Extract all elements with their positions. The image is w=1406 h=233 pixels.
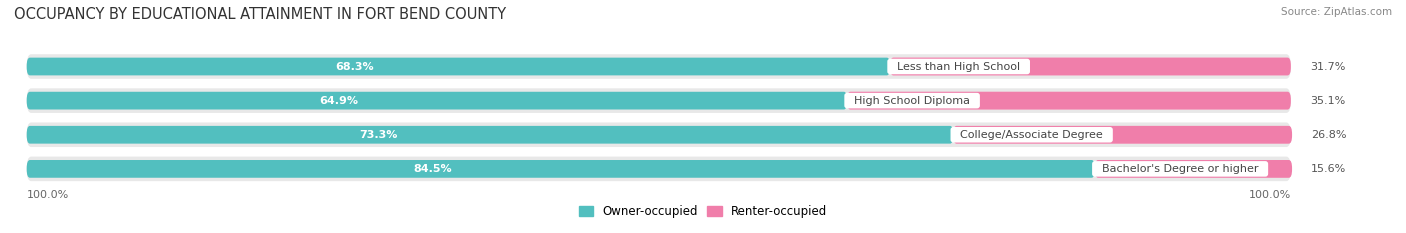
Text: High School Diploma: High School Diploma (846, 96, 977, 106)
Text: 100.0%: 100.0% (27, 190, 69, 200)
FancyBboxPatch shape (27, 123, 1291, 147)
FancyBboxPatch shape (27, 54, 1291, 79)
FancyBboxPatch shape (1095, 160, 1291, 178)
Text: 68.3%: 68.3% (336, 62, 374, 72)
Text: 26.8%: 26.8% (1310, 130, 1347, 140)
FancyBboxPatch shape (27, 126, 953, 144)
FancyBboxPatch shape (27, 92, 846, 110)
Text: OCCUPANCY BY EDUCATIONAL ATTAINMENT IN FORT BEND COUNTY: OCCUPANCY BY EDUCATIONAL ATTAINMENT IN F… (14, 7, 506, 22)
FancyBboxPatch shape (27, 88, 1291, 113)
Text: 73.3%: 73.3% (360, 130, 398, 140)
FancyBboxPatch shape (27, 58, 890, 75)
Text: College/Associate Degree: College/Associate Degree (953, 130, 1111, 140)
FancyBboxPatch shape (890, 58, 1291, 75)
FancyBboxPatch shape (846, 92, 1291, 110)
Text: 84.5%: 84.5% (413, 164, 451, 174)
FancyBboxPatch shape (27, 160, 1095, 178)
FancyBboxPatch shape (953, 126, 1291, 144)
Text: 100.0%: 100.0% (1249, 190, 1291, 200)
FancyBboxPatch shape (890, 58, 1291, 75)
FancyBboxPatch shape (1095, 160, 1292, 178)
Text: 64.9%: 64.9% (319, 96, 359, 106)
Text: 15.6%: 15.6% (1310, 164, 1347, 174)
FancyBboxPatch shape (846, 92, 1291, 110)
FancyBboxPatch shape (27, 157, 1291, 181)
Text: 35.1%: 35.1% (1310, 96, 1346, 106)
Text: Bachelor's Degree or higher: Bachelor's Degree or higher (1095, 164, 1265, 174)
FancyBboxPatch shape (953, 126, 1292, 144)
Legend: Owner-occupied, Renter-occupied: Owner-occupied, Renter-occupied (579, 205, 827, 218)
Text: Source: ZipAtlas.com: Source: ZipAtlas.com (1281, 7, 1392, 17)
Text: 31.7%: 31.7% (1310, 62, 1346, 72)
Text: Less than High School: Less than High School (890, 62, 1028, 72)
